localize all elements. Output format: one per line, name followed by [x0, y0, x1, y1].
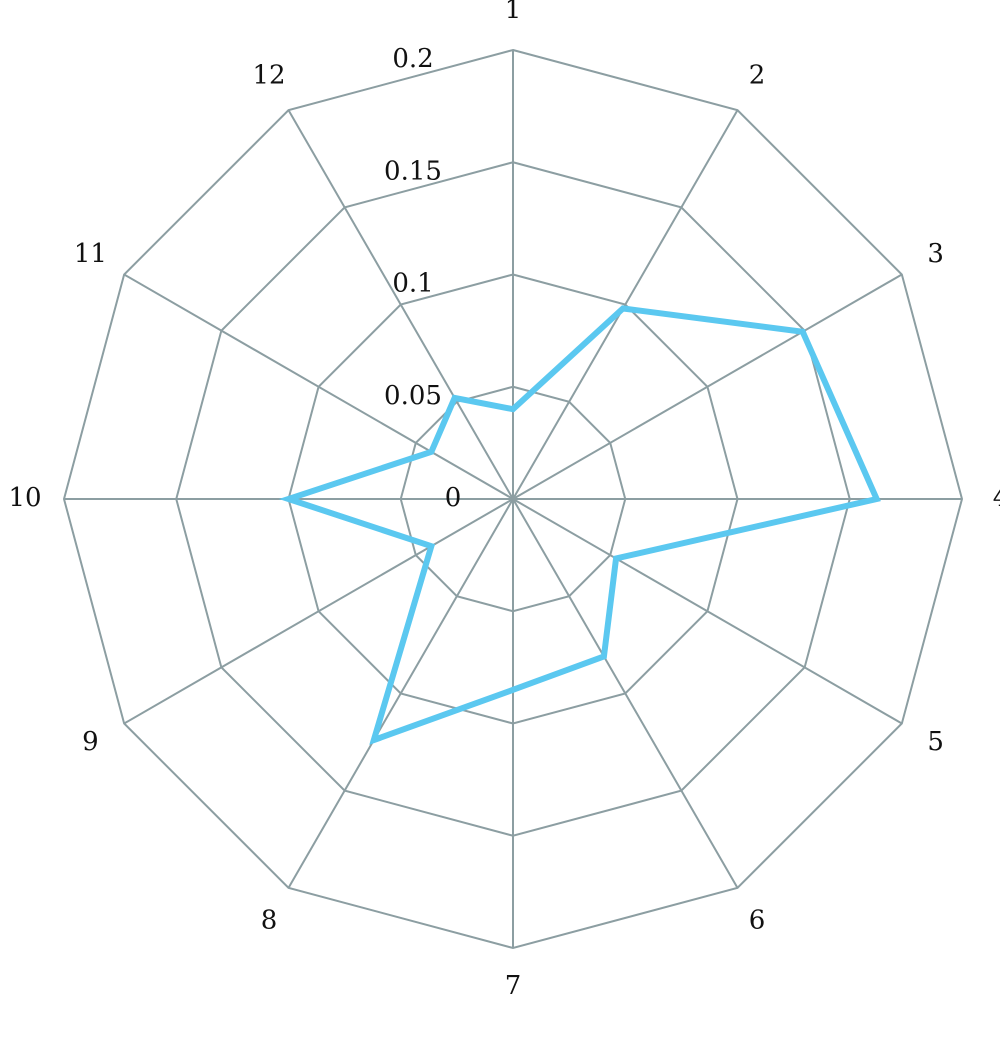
r-tick-label: 0.15 — [384, 156, 442, 186]
grid-ring — [399, 385, 627, 613]
category-label: 9 — [82, 727, 99, 757]
category-label: 7 — [505, 971, 522, 1001]
category-label: 10 — [8, 483, 41, 513]
r-tick-label: 0.1 — [392, 269, 433, 299]
category-label: 4 — [993, 483, 1000, 513]
r-tick-label: 0 — [445, 483, 462, 513]
category-label: 11 — [74, 239, 107, 269]
category-label: 8 — [261, 906, 278, 936]
category-label: 1 — [505, 0, 522, 25]
category-label: 3 — [927, 239, 944, 269]
data-line — [278, 305, 881, 745]
category-label: 5 — [927, 727, 944, 757]
r-tick-label: 0.2 — [392, 44, 433, 74]
grid-ring — [62, 48, 964, 950]
category-label: 6 — [749, 906, 766, 936]
category-label: 12 — [252, 60, 285, 90]
category-label: 2 — [749, 60, 766, 90]
r-tick-label: 0.05 — [384, 381, 442, 411]
grid-ring — [287, 273, 739, 725]
